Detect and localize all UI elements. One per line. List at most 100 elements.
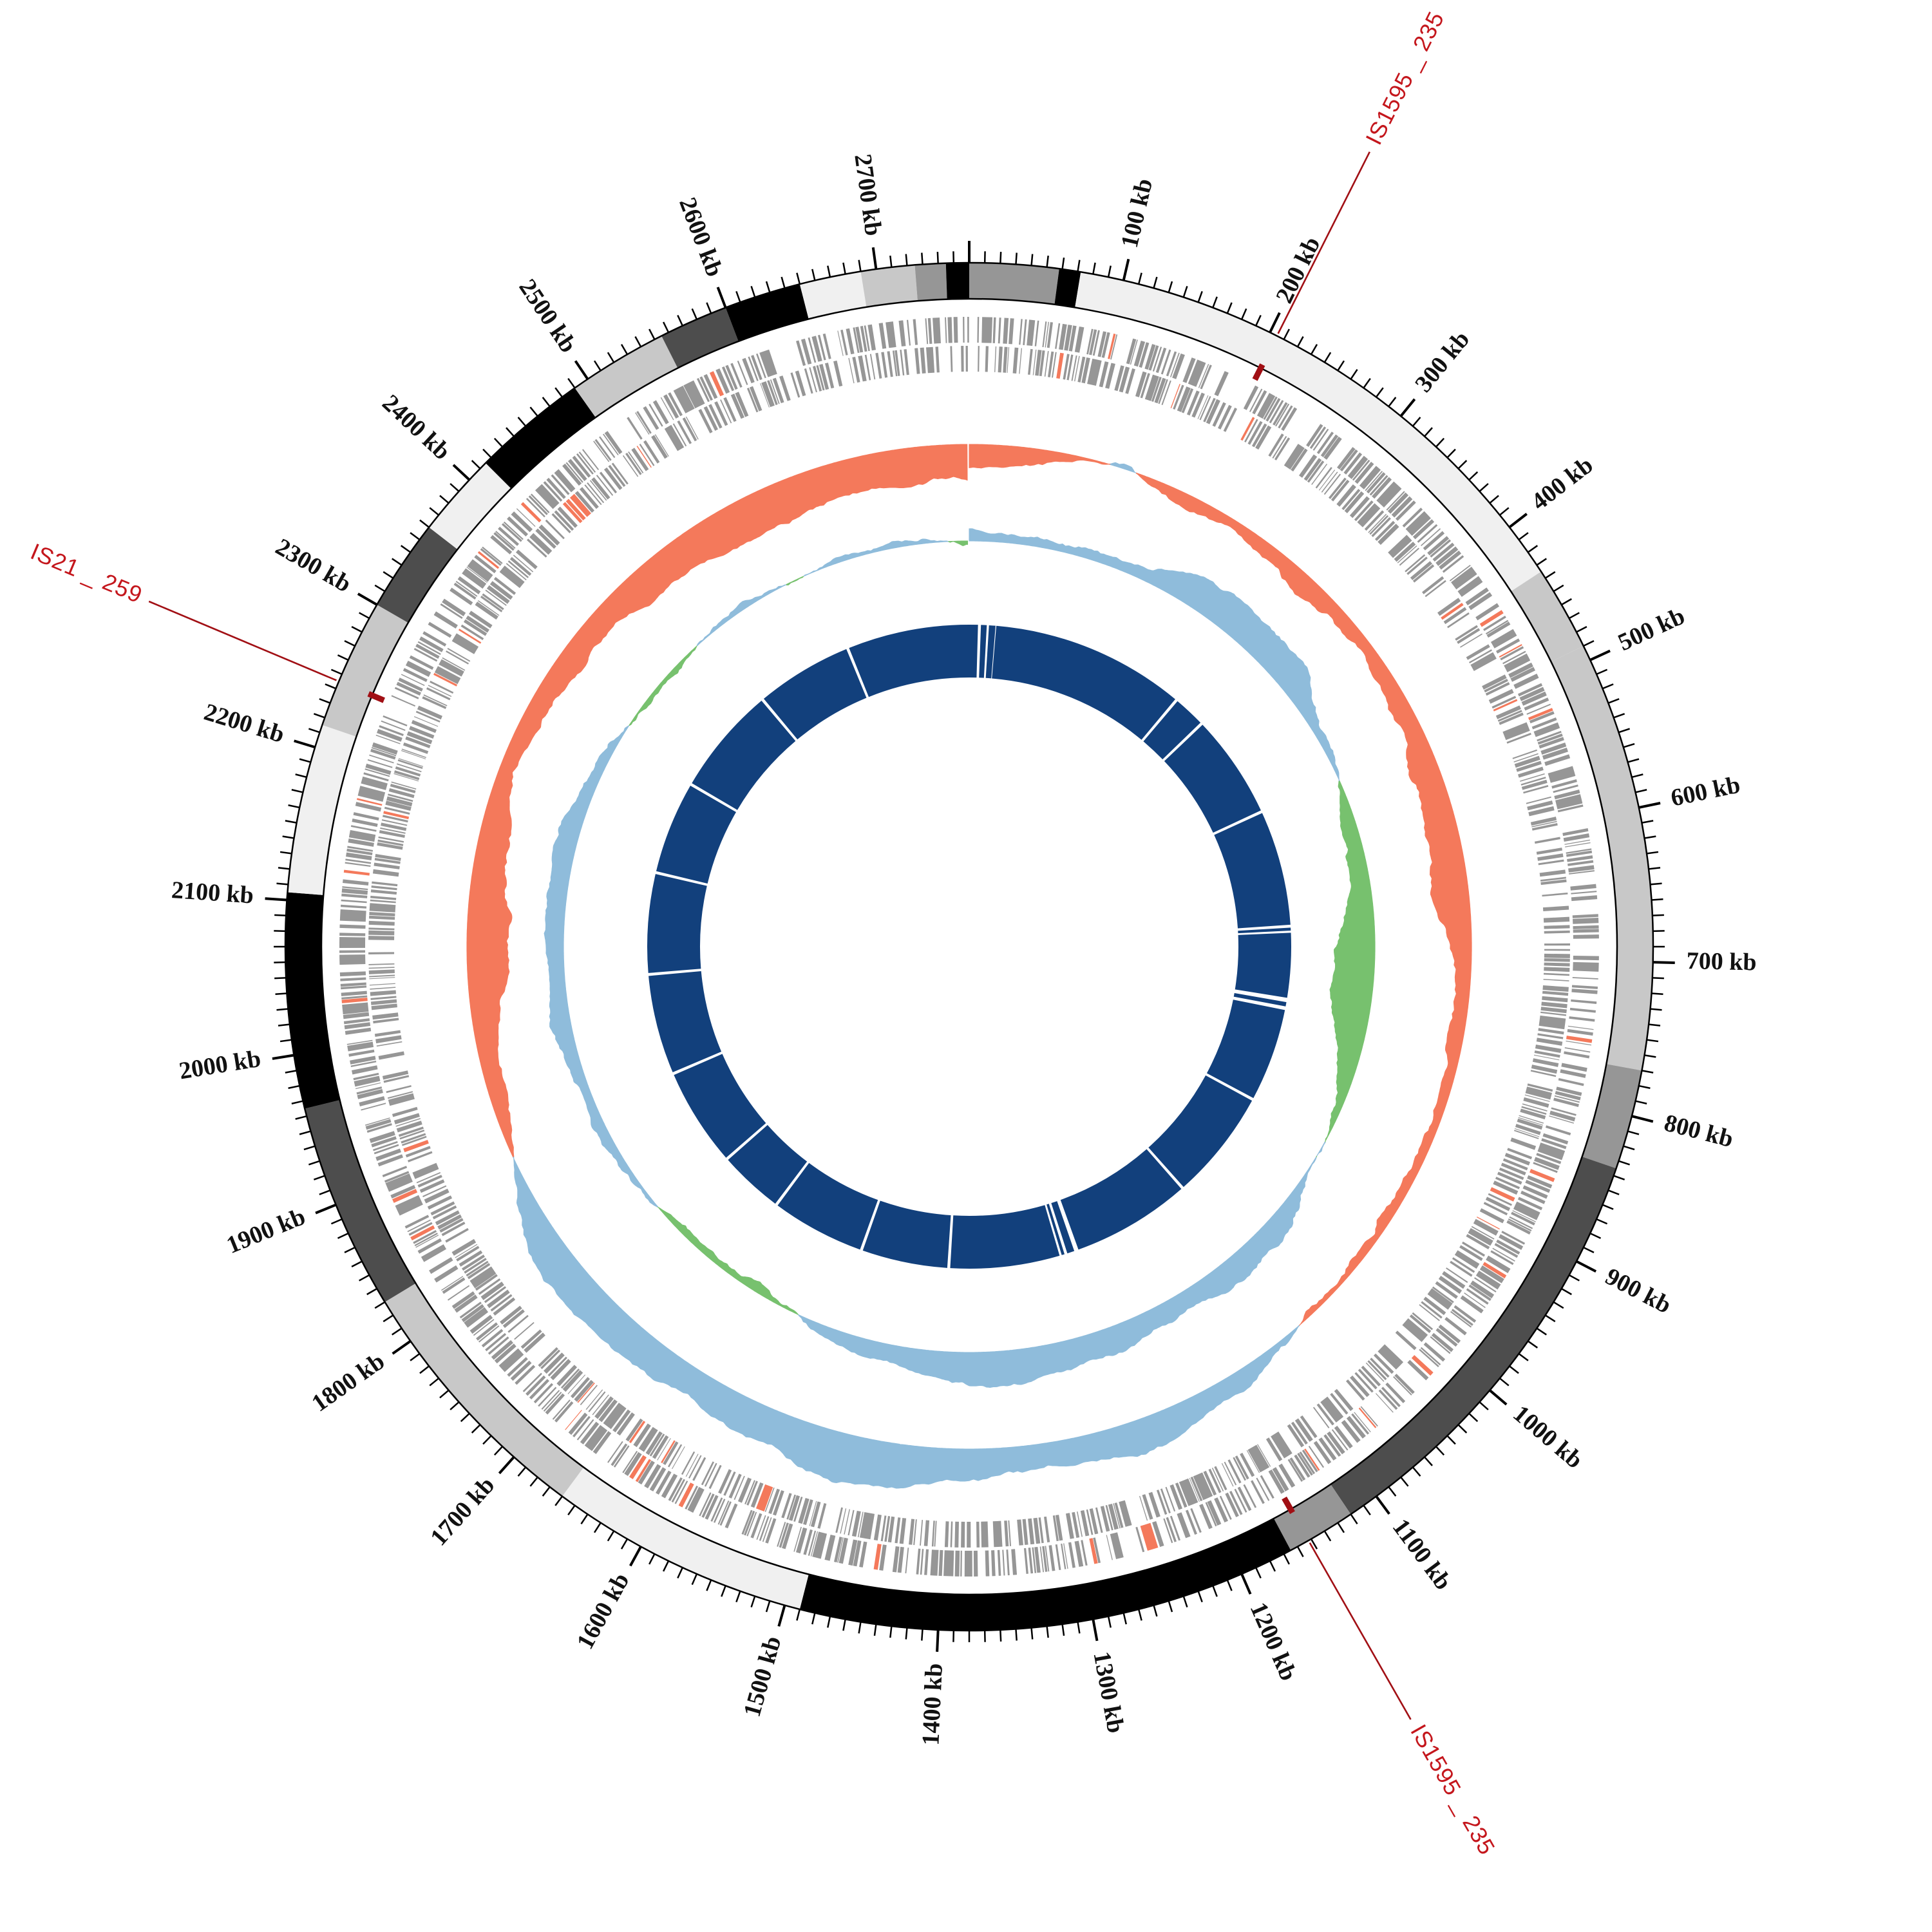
gene-block bbox=[377, 1154, 403, 1167]
axis-tick-minor bbox=[607, 1530, 615, 1542]
gene-block bbox=[1572, 977, 1598, 980]
gene-block bbox=[710, 1497, 723, 1522]
gene-block bbox=[1303, 458, 1322, 481]
gene-block bbox=[383, 1075, 410, 1083]
gene-block bbox=[1536, 1153, 1562, 1164]
gene-block bbox=[1265, 1437, 1283, 1462]
gene-block bbox=[770, 379, 780, 404]
axis-tick-minor bbox=[330, 668, 343, 676]
gene-block bbox=[1464, 1293, 1486, 1309]
gene-block bbox=[1569, 1007, 1596, 1013]
gene-block bbox=[1541, 1138, 1567, 1150]
gene-block bbox=[1206, 399, 1220, 424]
gene-block bbox=[556, 1365, 578, 1387]
gene-block bbox=[1154, 377, 1166, 404]
gene-block bbox=[407, 1219, 431, 1233]
gene-block bbox=[909, 1519, 915, 1545]
gene-highlight bbox=[661, 1440, 676, 1464]
gene-block bbox=[1534, 1157, 1560, 1170]
gene-block bbox=[1221, 1463, 1234, 1487]
gene-block bbox=[551, 513, 571, 533]
gene-block bbox=[576, 1419, 594, 1441]
axis-tick-major bbox=[1269, 312, 1281, 334]
gene-block bbox=[588, 1391, 606, 1412]
gene-block bbox=[554, 1401, 574, 1423]
gene-block bbox=[1479, 1208, 1504, 1224]
gene-block bbox=[1354, 1412, 1371, 1433]
contig-segment bbox=[661, 307, 739, 368]
gene-block bbox=[895, 350, 900, 376]
gene-block bbox=[1410, 561, 1433, 580]
gene-block bbox=[649, 403, 663, 427]
gene-block bbox=[1200, 365, 1212, 390]
gene-block bbox=[723, 1471, 736, 1496]
gene-block bbox=[1152, 1520, 1164, 1548]
gene-block bbox=[685, 416, 699, 440]
gene-block bbox=[591, 477, 611, 500]
gene-block bbox=[475, 1274, 498, 1291]
wiggle-negative-segment bbox=[786, 576, 804, 585]
gene-block bbox=[388, 1093, 415, 1106]
axis-tick-label: 2300 kb bbox=[271, 533, 356, 598]
axis-tick-minor bbox=[567, 1504, 576, 1516]
gene-block bbox=[596, 475, 614, 496]
gene-block bbox=[347, 1041, 374, 1052]
gene-block bbox=[1163, 1518, 1173, 1544]
gene-block bbox=[1074, 327, 1084, 353]
gene-block bbox=[884, 1516, 891, 1542]
gene-block bbox=[848, 357, 855, 384]
gene-block bbox=[1052, 352, 1057, 378]
gene-block bbox=[1562, 828, 1589, 837]
gene-block bbox=[1074, 355, 1080, 382]
gene-block bbox=[1193, 1472, 1213, 1501]
gene-block bbox=[439, 659, 464, 677]
inner-contig-segment bbox=[1148, 1075, 1253, 1188]
axis-tick-minor bbox=[999, 1629, 1002, 1642]
axis-tick-minor bbox=[383, 1314, 394, 1323]
gene-block bbox=[1337, 447, 1356, 470]
gene-block bbox=[1368, 513, 1387, 533]
gene-block bbox=[1542, 1133, 1569, 1145]
gene-block bbox=[1393, 1376, 1412, 1396]
gene-block bbox=[994, 346, 997, 372]
gene-block bbox=[800, 338, 812, 365]
axis-tick-minor bbox=[529, 1477, 538, 1487]
gene-block bbox=[795, 1527, 808, 1554]
inner-contig-segment bbox=[777, 1162, 878, 1250]
axis-tick-minor bbox=[383, 571, 394, 579]
gene-block bbox=[367, 759, 393, 768]
gene-block bbox=[1451, 566, 1477, 590]
gene-block bbox=[451, 1291, 475, 1309]
gene-block bbox=[1271, 1431, 1293, 1459]
axis-tick-minor bbox=[662, 321, 670, 333]
gene-block bbox=[1490, 1250, 1514, 1265]
axis-tick-label: 1500 kb bbox=[739, 1633, 787, 1719]
gene-block bbox=[1528, 806, 1555, 817]
gene-block bbox=[401, 1135, 427, 1146]
gene-block bbox=[1170, 1484, 1182, 1510]
axis-tick-minor bbox=[1153, 276, 1158, 289]
axis-tick-minor bbox=[1283, 328, 1290, 340]
wiggle-negative-segment bbox=[466, 444, 968, 1157]
gene-highlight bbox=[1441, 602, 1464, 620]
axis-tick-minor bbox=[419, 519, 430, 528]
axis-tick-major bbox=[777, 1605, 786, 1627]
gene-block bbox=[461, 1304, 484, 1323]
axis-inner-circle bbox=[320, 298, 1618, 1596]
gene-block bbox=[378, 1051, 404, 1060]
gene-block bbox=[598, 1399, 618, 1423]
gene-block bbox=[1492, 696, 1517, 709]
gene-block bbox=[550, 1359, 571, 1381]
gene-block bbox=[1373, 1353, 1394, 1374]
gene-block bbox=[1044, 1516, 1050, 1543]
axis-tick-minor bbox=[1479, 1401, 1489, 1410]
gene-block bbox=[493, 576, 516, 595]
axis-tick-minor bbox=[1350, 1513, 1358, 1524]
gene-highlight bbox=[636, 446, 652, 468]
gene-block bbox=[1235, 1455, 1249, 1480]
gene-block bbox=[1156, 1490, 1168, 1515]
gene-block bbox=[900, 349, 905, 375]
axis-tick-minor bbox=[1240, 308, 1247, 320]
gene-block bbox=[920, 1549, 924, 1575]
axis-tick-minor bbox=[1553, 1301, 1564, 1309]
